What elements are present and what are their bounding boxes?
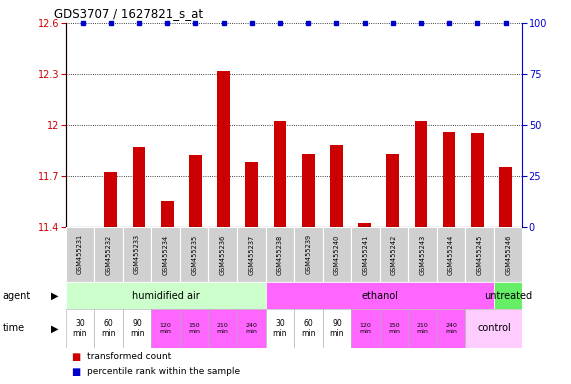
Text: GDS3707 / 1627821_s_at: GDS3707 / 1627821_s_at [54,7,203,20]
Bar [494,227,522,282]
Text: 240
min: 240 min [246,323,257,334]
Bar [323,227,351,282]
Bar [408,227,437,282]
Bar [437,227,465,282]
Text: 90
min: 90 min [329,319,344,338]
Text: GSM455246: GSM455246 [505,234,511,275]
Text: GSM455237: GSM455237 [248,234,254,275]
Bar [151,227,180,282]
Bar [294,309,323,348]
Bar [380,227,408,282]
Text: control: control [477,323,511,333]
Text: GSM455245: GSM455245 [477,234,482,275]
Bar [351,309,380,348]
Text: GSM455241: GSM455241 [363,234,368,275]
Text: 150
min: 150 min [188,323,200,334]
Text: 60
min: 60 min [301,319,316,338]
Bar [358,223,371,227]
Bar [274,121,286,227]
Bar [161,201,174,227]
Text: ▶: ▶ [51,291,59,301]
Text: GSM455232: GSM455232 [106,234,111,275]
Text: humidified air: humidified air [132,291,199,301]
Text: GSM455238: GSM455238 [277,234,283,275]
Bar [266,309,294,348]
Bar [66,282,266,309]
Text: 30
min: 30 min [73,319,87,338]
Bar [499,167,512,227]
Bar [180,309,208,348]
Bar [123,227,151,282]
Bar [471,133,484,227]
Text: ■: ■ [71,367,81,377]
Bar [208,227,237,282]
Bar [443,132,456,227]
Bar [237,309,266,348]
Text: 150
min: 150 min [388,323,400,334]
Bar [266,282,494,309]
Bar [66,227,94,282]
Text: GSM455236: GSM455236 [220,234,226,275]
Text: 60
min: 60 min [101,319,116,338]
Text: GSM455240: GSM455240 [334,234,340,275]
Bar [465,227,494,282]
Bar [437,309,465,348]
Text: GSM455234: GSM455234 [163,234,168,275]
Bar [246,162,258,227]
Text: untreated: untreated [484,291,532,301]
Bar [408,309,437,348]
Text: GSM455243: GSM455243 [420,234,425,275]
Text: percentile rank within the sample: percentile rank within the sample [87,367,240,376]
Bar [266,227,294,282]
Text: 240
min: 240 min [445,323,457,334]
Text: transformed count: transformed count [87,352,172,361]
Text: ▶: ▶ [51,323,59,333]
Text: agent: agent [3,291,31,301]
Bar [494,282,522,309]
Bar [330,145,343,227]
Bar [415,121,427,227]
Bar [104,172,117,227]
Bar [94,227,123,282]
Bar [217,71,230,227]
Bar [66,309,94,348]
Text: ■: ■ [71,352,81,362]
Bar [351,227,380,282]
Text: GSM455235: GSM455235 [191,234,197,275]
Bar [387,154,399,227]
Bar [151,309,180,348]
Bar [380,309,408,348]
Bar [132,147,146,227]
Text: 30
min: 30 min [272,319,287,338]
Text: GSM455242: GSM455242 [391,234,397,275]
Bar [208,309,237,348]
Bar [123,309,151,348]
Text: 90
min: 90 min [130,319,144,338]
Text: GSM455239: GSM455239 [305,234,311,275]
Bar [465,309,522,348]
Bar [189,155,202,227]
Text: 210
min: 210 min [417,323,428,334]
Bar [237,227,266,282]
Text: GSM455244: GSM455244 [448,234,454,275]
Text: 120
min: 120 min [160,323,171,334]
Text: GSM455233: GSM455233 [134,234,140,275]
Bar [302,154,315,227]
Bar [94,309,123,348]
Text: 210
min: 210 min [217,323,228,334]
Text: ethanol: ethanol [361,291,398,301]
Bar [294,227,323,282]
Bar [323,309,351,348]
Text: 120
min: 120 min [360,323,371,334]
Bar [180,227,208,282]
Text: GSM455231: GSM455231 [77,234,83,275]
Text: time: time [3,323,25,333]
